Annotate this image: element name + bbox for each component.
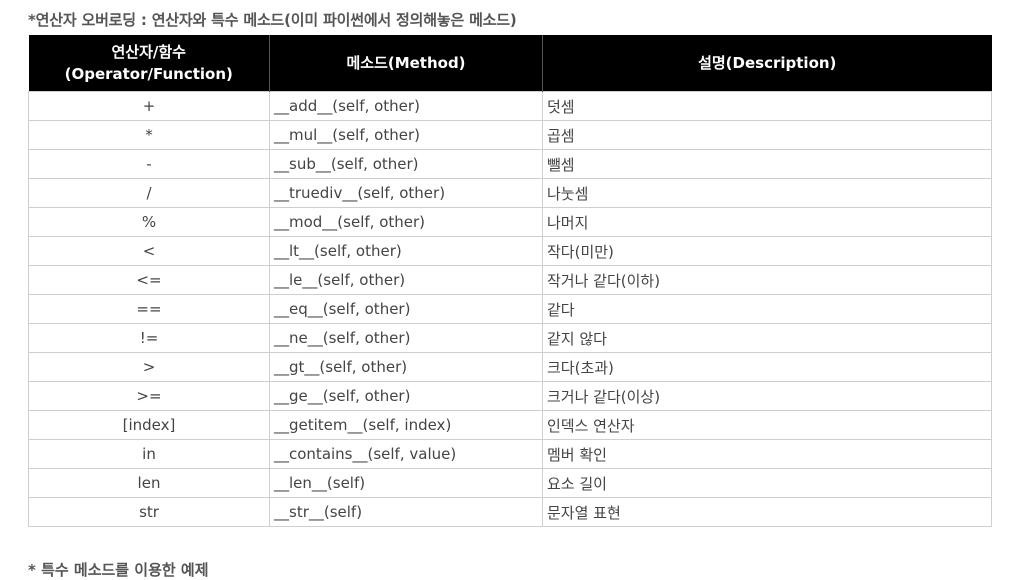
method-cell: __contains__(self, value) (269, 439, 543, 469)
operator-cell: % (28, 207, 270, 237)
description-cell: 곱셈 (542, 120, 992, 150)
operator-cell: != (28, 323, 270, 353)
method-cell: __getitem__(self, index) (269, 410, 543, 440)
description-cell: 작거나 같다(이하) (542, 265, 992, 295)
operator-cell: > (28, 352, 270, 382)
method-cell: __len__(self) (269, 468, 543, 498)
method-cell: __ge__(self, other) (269, 381, 543, 411)
method-cell: __add__(self, other) (269, 91, 543, 121)
description-cell: 크다(초과) (542, 352, 992, 382)
header-method: 메소드(Method) (269, 35, 543, 92)
header-operator: 연산자/함수 (Operator/Function) (28, 35, 270, 92)
table-row: [index] __getitem__(self, index) 인덱스 연산자 (28, 410, 992, 440)
method-cell: __sub__(self, other) (269, 149, 543, 179)
operator-cell: [index] (28, 410, 270, 440)
table-row: <= __le__(self, other) 작거나 같다(이하) (28, 265, 992, 295)
table-row: in __contains__(self, value) 멤버 확인 (28, 439, 992, 469)
method-cell: __truediv__(self, other) (269, 178, 543, 208)
example-heading: * 특수 메소드를 이용한 예제 (28, 561, 209, 579)
table-row: < __lt__(self, other) 작다(미만) (28, 236, 992, 266)
method-cell: __ne__(self, other) (269, 323, 543, 353)
operator-cell: < (28, 236, 270, 266)
header-operator-line1: 연산자/함수 (111, 43, 186, 61)
description-cell: 나머지 (542, 207, 992, 237)
description-cell: 뺄셈 (542, 149, 992, 179)
method-cell: __str__(self) (269, 497, 543, 527)
header-description: 설명(Description) (542, 35, 992, 92)
header-operator-line2: (Operator/Function) (64, 65, 233, 83)
description-cell: 같지 않다 (542, 323, 992, 353)
description-cell: 인덱스 연산자 (542, 410, 992, 440)
description-cell: 문자열 표현 (542, 497, 992, 527)
operator-overloading-table: 연산자/함수 (Operator/Function) 메소드(Method) 설… (28, 35, 992, 527)
table-caption: *연산자 오버로딩 : 연산자와 특수 메소드(이미 파이썬에서 정의해놓은 메… (28, 11, 517, 29)
operator-cell: in (28, 439, 270, 469)
table-row: != __ne__(self, other) 같지 않다 (28, 323, 992, 353)
operator-cell: / (28, 178, 270, 208)
method-cell: __le__(self, other) (269, 265, 543, 295)
operator-cell: == (28, 294, 270, 324)
table-row: == __eq__(self, other) 같다 (28, 294, 992, 324)
table-row: * __mul__(self, other) 곱셈 (28, 120, 992, 150)
description-cell: 나눗셈 (542, 178, 992, 208)
operator-cell: - (28, 149, 270, 179)
table-row: + __add__(self, other) 덧셈 (28, 91, 992, 121)
method-cell: __lt__(self, other) (269, 236, 543, 266)
description-cell: 같다 (542, 294, 992, 324)
description-cell: 크거나 같다(이상) (542, 381, 992, 411)
table-row: / __truediv__(self, other) 나눗셈 (28, 178, 992, 208)
operator-cell: str (28, 497, 270, 527)
description-cell: 작다(미만) (542, 236, 992, 266)
method-cell: __mod__(self, other) (269, 207, 543, 237)
table-row: - __sub__(self, other) 뺄셈 (28, 149, 992, 179)
operator-cell: + (28, 91, 270, 121)
operator-cell: * (28, 120, 270, 150)
operator-cell: <= (28, 265, 270, 295)
table-row: len __len__(self) 요소 길이 (28, 468, 992, 498)
table-row: > __gt__(self, other) 크다(초과) (28, 352, 992, 382)
method-cell: __gt__(self, other) (269, 352, 543, 382)
description-cell: 덧셈 (542, 91, 992, 121)
method-cell: __eq__(self, other) (269, 294, 543, 324)
table-row: str __str__(self) 문자열 표현 (28, 497, 992, 527)
table-row: >= __ge__(self, other) 크거나 같다(이상) (28, 381, 992, 411)
description-cell: 요소 길이 (542, 468, 992, 498)
table-header-row: 연산자/함수 (Operator/Function) 메소드(Method) 설… (28, 35, 992, 92)
table-body: + __add__(self, other) 덧셈 * __mul__(self, ot… (28, 91, 992, 527)
table-row: % __mod__(self, other) 나머지 (28, 207, 992, 237)
description-cell: 멤버 확인 (542, 439, 992, 469)
operator-cell: >= (28, 381, 270, 411)
method-cell: __mul__(self, other) (269, 120, 543, 150)
operator-cell: len (28, 468, 270, 498)
